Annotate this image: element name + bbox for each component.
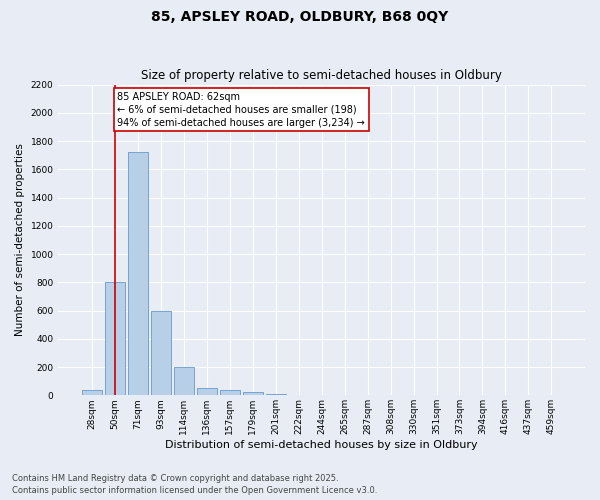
Bar <box>197 388 217 396</box>
Bar <box>243 392 263 396</box>
Text: 85, APSLEY ROAD, OLDBURY, B68 0QY: 85, APSLEY ROAD, OLDBURY, B68 0QY <box>151 10 449 24</box>
Text: 85 APSLEY ROAD: 62sqm
← 6% of semi-detached houses are smaller (198)
94% of semi: 85 APSLEY ROAD: 62sqm ← 6% of semi-detac… <box>118 92 365 128</box>
Bar <box>106 282 125 396</box>
Bar <box>82 390 102 396</box>
Y-axis label: Number of semi-detached properties: Number of semi-detached properties <box>15 144 25 336</box>
Bar <box>151 310 171 396</box>
Bar <box>266 394 286 396</box>
Bar <box>128 152 148 396</box>
Title: Size of property relative to semi-detached houses in Oldbury: Size of property relative to semi-detach… <box>141 69 502 82</box>
Bar <box>220 390 239 396</box>
Text: Contains HM Land Registry data © Crown copyright and database right 2025.
Contai: Contains HM Land Registry data © Crown c… <box>12 474 377 495</box>
X-axis label: Distribution of semi-detached houses by size in Oldbury: Distribution of semi-detached houses by … <box>166 440 478 450</box>
Bar <box>174 367 194 396</box>
